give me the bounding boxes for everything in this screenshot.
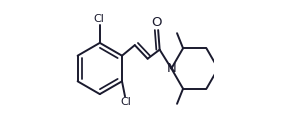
Text: Cl: Cl: [94, 14, 105, 24]
Text: N: N: [166, 62, 176, 75]
Text: Cl: Cl: [120, 97, 131, 107]
Text: O: O: [151, 16, 162, 29]
